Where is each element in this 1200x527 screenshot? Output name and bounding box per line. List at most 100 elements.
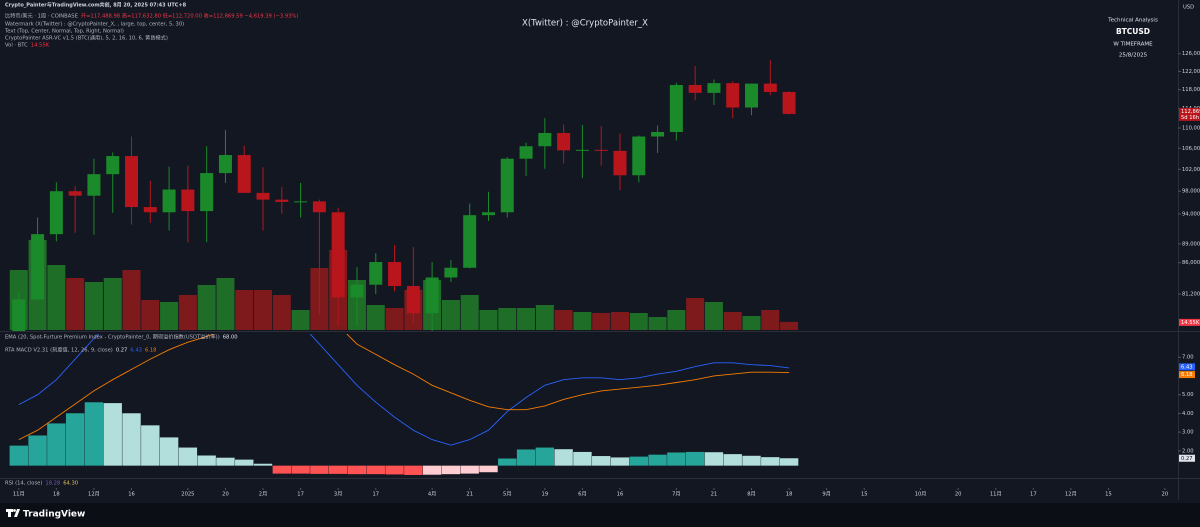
last-price-box bbox=[1179, 107, 1200, 121]
info-heading: Technical Analysis bbox=[1107, 18, 1158, 24]
y-tick-label: 81,200.00 bbox=[1182, 292, 1200, 298]
histogram-bar bbox=[366, 465, 385, 475]
legend-symbol: 比特币/美元 · 1周 · COINBASE bbox=[5, 12, 78, 20]
histogram-bar bbox=[347, 465, 367, 475]
histogram-bar bbox=[610, 457, 630, 466]
macd-line bbox=[18, 334, 790, 446]
volume-bar bbox=[216, 278, 235, 330]
legend-macd-hist: 0.27 bbox=[116, 348, 128, 354]
price-pane bbox=[9, 60, 799, 331]
histogram-bar bbox=[779, 458, 799, 466]
y-tick-label: 5.00 bbox=[1182, 392, 1194, 398]
legend-volume: Vol · BTC bbox=[5, 43, 28, 49]
x-tick-label: 17 bbox=[372, 492, 379, 498]
candle-body bbox=[425, 277, 439, 314]
y-tick-label: 106,000.00 bbox=[1182, 146, 1200, 152]
legend-ohlc: 开=117,488.98 高=117,632.80 低=112,720.00 收… bbox=[81, 12, 299, 20]
legend-text: Text (Top, Center, Normal, Top, Right, N… bbox=[4, 29, 124, 35]
legend-ema: EMA (20, Spot-Furture Premium Index - Cr… bbox=[5, 333, 220, 341]
macd-pane bbox=[9, 334, 799, 475]
hist-last-label: 0.27 bbox=[1181, 456, 1193, 462]
candle-body bbox=[782, 91, 796, 114]
x-tick-label: 2025 bbox=[181, 492, 194, 498]
y-tick-label: 98,000.00 bbox=[1182, 189, 1200, 195]
line-last-label: 6.43 bbox=[1181, 364, 1193, 370]
x-tick-label: 20 bbox=[222, 492, 229, 498]
overlay: X(Twitter) : @CryptoPainter_X Technical … bbox=[4, 2, 1200, 498]
x-tick-label: 20 bbox=[1162, 492, 1169, 498]
histogram-bar bbox=[141, 425, 160, 466]
legend-macd: RTA MACD V2.31 (刻度值, 12, 26, 9, close) bbox=[5, 346, 113, 354]
volume-bar bbox=[667, 310, 686, 330]
logo-dot bbox=[13, 509, 16, 512]
volume-bar bbox=[517, 308, 536, 330]
legend-macd-line: 6.43 bbox=[130, 348, 142, 354]
y-tick-label: 2.00 bbox=[1182, 448, 1194, 454]
histogram-bar bbox=[441, 465, 461, 475]
volume-bar bbox=[498, 308, 517, 330]
histogram-bar bbox=[385, 465, 404, 475]
candle-body bbox=[707, 83, 721, 93]
x-tick-label: 3月 bbox=[334, 491, 343, 498]
x-tick-label: 16 bbox=[617, 492, 624, 498]
histogram-bar bbox=[629, 456, 648, 466]
y-tick-label: 110,000.00 bbox=[1182, 126, 1200, 132]
last-price-label: 112,869.59 bbox=[1181, 109, 1200, 115]
y-tick-label: 94,000.00 bbox=[1182, 211, 1200, 217]
legend-rsi-value: 18.28 bbox=[45, 481, 60, 487]
info-symbol: BTCUSD bbox=[1116, 27, 1150, 36]
legend-macd-signal: 6.18 bbox=[145, 348, 157, 354]
x-tick-label: 17 bbox=[1030, 492, 1037, 498]
histogram-bar bbox=[498, 458, 517, 466]
watermark: X(Twitter) : @CryptoPainter_X bbox=[522, 19, 648, 29]
histogram-bar bbox=[310, 465, 329, 474]
x-tick-label: 7月 bbox=[672, 491, 681, 498]
x-tick-label: 9月 bbox=[822, 491, 831, 498]
countdown: 5d 16h bbox=[1181, 115, 1199, 121]
volume-bar bbox=[291, 310, 310, 330]
candle-body bbox=[106, 156, 120, 175]
histogram-bar bbox=[84, 402, 104, 466]
candle-body bbox=[632, 136, 646, 176]
candle-body bbox=[406, 286, 420, 314]
candle-body bbox=[594, 149, 608, 151]
x-tick-label: 17 bbox=[297, 492, 304, 498]
candle-body bbox=[538, 133, 552, 147]
histogram-bar bbox=[742, 455, 761, 466]
logo-icon bbox=[6, 509, 20, 517]
histogram-bar bbox=[704, 452, 724, 466]
histogram-bar bbox=[291, 465, 310, 474]
volume-bar bbox=[460, 295, 479, 330]
x-tick-label: 2月 bbox=[259, 491, 268, 498]
x-tick-label: 21 bbox=[711, 492, 718, 498]
candle-body bbox=[87, 174, 101, 196]
volume-bar bbox=[648, 317, 667, 330]
x-tick-label: 10月 bbox=[915, 491, 927, 498]
legend-rsi: RSI (14, close) bbox=[5, 481, 42, 487]
volume-bar bbox=[141, 300, 160, 330]
candle-body bbox=[500, 158, 514, 213]
volume-bar bbox=[122, 270, 141, 330]
currency-label: USD bbox=[1183, 5, 1194, 11]
volume-bar bbox=[47, 265, 66, 330]
candle-body bbox=[444, 267, 458, 278]
candle-body bbox=[331, 212, 345, 298]
candle-body bbox=[688, 84, 702, 93]
candle-body bbox=[237, 155, 251, 193]
histogram-bar bbox=[178, 447, 198, 466]
candle-body bbox=[613, 150, 627, 176]
histogram-bar bbox=[648, 454, 667, 466]
candle-body bbox=[388, 262, 402, 287]
legend-ema-value: 68.00 bbox=[223, 335, 238, 341]
histogram-bar bbox=[592, 456, 611, 466]
histogram-bar bbox=[554, 449, 573, 466]
volume-bar bbox=[197, 285, 216, 330]
line-last-box bbox=[1179, 363, 1195, 371]
candle-body bbox=[519, 146, 533, 159]
histogram-bar bbox=[516, 449, 536, 466]
footer-brand[interactable]: TradingView bbox=[23, 510, 85, 520]
x-tick-label: 18 bbox=[53, 492, 60, 498]
volume-bar bbox=[629, 313, 648, 330]
volume-bar bbox=[761, 310, 780, 330]
x-tick-label: 12月 bbox=[1065, 491, 1077, 498]
